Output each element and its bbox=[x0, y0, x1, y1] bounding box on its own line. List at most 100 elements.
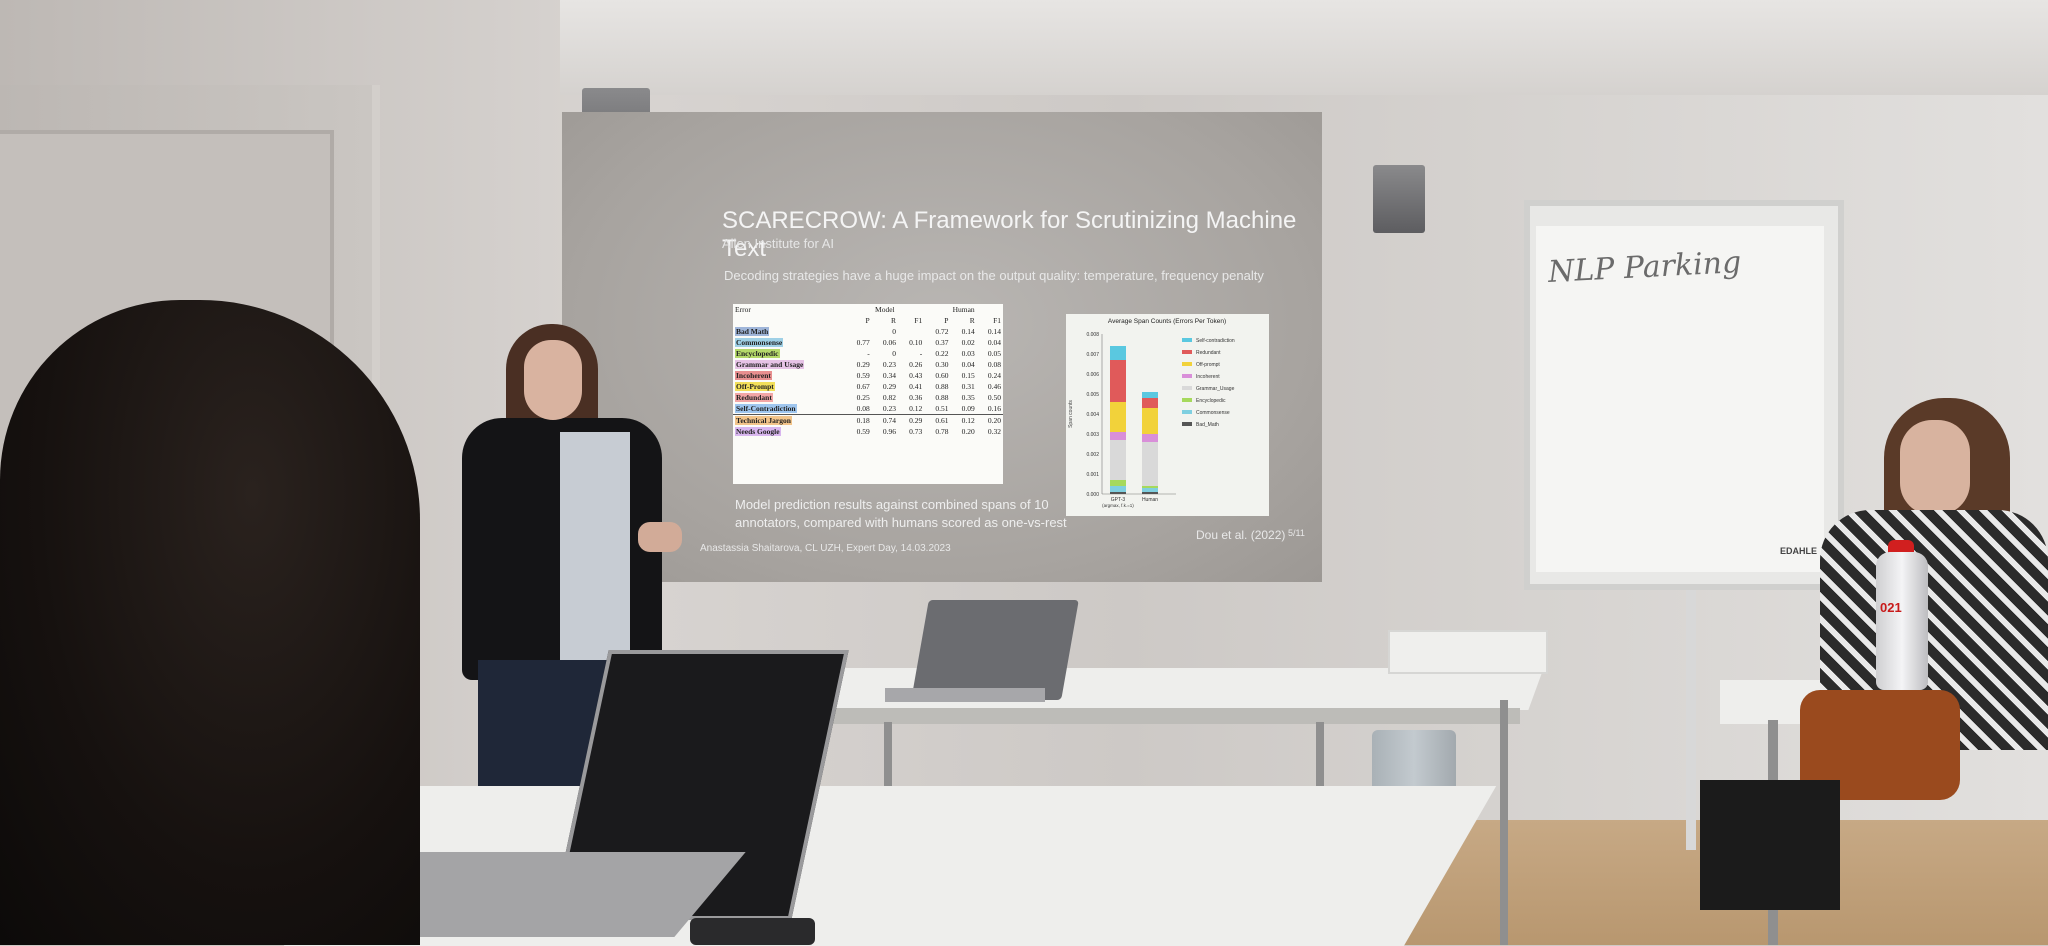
table-row: Off-Prompt 0.67 0.29 0.41 0.88 0.31 0.46 bbox=[733, 381, 1003, 392]
table-cell: 0.29 bbox=[909, 416, 923, 425]
table-cell: 0.14 bbox=[987, 327, 1001, 336]
chart-legend-swatch bbox=[1182, 398, 1192, 402]
chart-legend-label: Commonsense bbox=[1196, 410, 1230, 416]
flipchart-stand bbox=[1686, 590, 1696, 850]
table-row-label: Redundant bbox=[735, 393, 773, 402]
table-cell: 0.46 bbox=[987, 382, 1001, 391]
chart-bar-segment bbox=[1142, 392, 1158, 398]
table-cell: 0.04 bbox=[987, 338, 1001, 347]
chart-bar-segment bbox=[1142, 398, 1158, 408]
presenter-hand-with-glasses bbox=[638, 522, 682, 552]
table-row: Encyclopedic - 0 - 0.22 0.03 0.05 bbox=[733, 348, 1003, 359]
table-cell: - bbox=[867, 349, 870, 358]
chart-bar-segment bbox=[1110, 360, 1126, 402]
table-cell: 0.35 bbox=[961, 393, 975, 402]
table-row-label: Encyclopedic bbox=[735, 349, 780, 358]
slide-citation: Dou et al. (2022) bbox=[1196, 528, 1286, 542]
table-row-label: Technical Jargon bbox=[735, 416, 792, 425]
table-cell: 0.78 bbox=[935, 427, 949, 436]
chart-xtick-label: GPT-3 bbox=[1111, 497, 1126, 503]
table-row: Incoherent 0.59 0.34 0.43 0.60 0.15 0.24 bbox=[733, 370, 1003, 381]
chart-ylabel: Span counts bbox=[1068, 400, 1074, 428]
chart-bar-segment bbox=[1142, 442, 1158, 486]
table-cell: 0.10 bbox=[909, 338, 923, 347]
presenter-laptop bbox=[911, 600, 1079, 700]
table-cell: 0.43 bbox=[909, 371, 923, 380]
chart-bar-segment bbox=[1110, 346, 1126, 360]
table-cell: 0.37 bbox=[935, 338, 949, 347]
chart-legend-label: Self-contradiction bbox=[1196, 338, 1235, 344]
desk-leg bbox=[884, 722, 892, 788]
chart-xtick-label-sub: (argmax, f.k.=1) bbox=[1102, 503, 1134, 508]
chart-bar-segment bbox=[1142, 492, 1158, 494]
slide-subtitle: Decoding strategies have a huge impact o… bbox=[724, 268, 1264, 283]
chart-bar-segment bbox=[1110, 492, 1126, 494]
slide-institution: Allen Institute for AI bbox=[722, 236, 835, 251]
table-cell: 0.51 bbox=[935, 404, 949, 413]
slide-page-number: 5/11 bbox=[1288, 528, 1305, 538]
table-header-human: Human bbox=[952, 305, 975, 314]
table-row: Redundant 0.25 0.82 0.36 0.88 0.35 0.50 bbox=[733, 392, 1003, 403]
chart-bar-segment bbox=[1142, 408, 1158, 434]
table-cell: - bbox=[919, 349, 923, 358]
table-row: Technical Jargon 0.18 0.74 0.29 0.61 0.12 0.20 bbox=[733, 414, 1003, 427]
table-cell: 0.88 bbox=[935, 382, 949, 391]
table-cell: 0.36 bbox=[909, 393, 923, 402]
chart-legend-swatch bbox=[1182, 422, 1192, 426]
table-cell: 0.96 bbox=[882, 427, 896, 436]
table-cell: 0.08 bbox=[856, 404, 870, 413]
chart-ytick-label: 0.007 bbox=[1086, 352, 1099, 358]
chart-ytick-label: 0.008 bbox=[1086, 332, 1099, 338]
presenter-shirt bbox=[560, 432, 630, 660]
table-cell: 0.25 bbox=[856, 393, 870, 402]
table-cell: 0.20 bbox=[961, 427, 975, 436]
table-cell: 0.04 bbox=[961, 360, 975, 369]
table-cell: 0 bbox=[892, 349, 896, 358]
table-cell: 0.30 bbox=[935, 360, 949, 369]
table-cell: 0.60 bbox=[935, 371, 949, 380]
table-subheader-row: P R F1 P R F1 bbox=[733, 315, 1003, 326]
table-cell: 0.08 bbox=[987, 360, 1001, 369]
chart-ytick-label: 0.005 bbox=[1086, 392, 1099, 398]
table-cell: 0.06 bbox=[882, 338, 896, 347]
table-cell: 0.74 bbox=[882, 416, 896, 425]
chart-ytick-label: 0.003 bbox=[1086, 432, 1099, 438]
table-subheader: P bbox=[865, 316, 870, 325]
table-cell: 0.14 bbox=[961, 327, 975, 336]
chart-legend-swatch bbox=[1182, 374, 1192, 378]
water-bottle bbox=[1876, 552, 1928, 690]
table-header-error: Error bbox=[735, 305, 751, 314]
presenter-laptop-base bbox=[885, 688, 1045, 702]
table-cell: 0.41 bbox=[909, 382, 923, 391]
chart-legend-label: Redundant bbox=[1196, 350, 1221, 356]
chart-legend-swatch bbox=[1182, 386, 1192, 390]
chart-bar-segment bbox=[1142, 486, 1158, 488]
table-cell: 0.77 bbox=[856, 338, 870, 347]
table-cell: 0.29 bbox=[882, 382, 896, 391]
table-cell: 0.31 bbox=[961, 382, 975, 391]
chart-ytick-label: 0.002 bbox=[1086, 452, 1099, 458]
chart-legend-label: Off-prompt bbox=[1196, 362, 1220, 368]
table-subheader: R bbox=[969, 316, 975, 325]
chart-legend-swatch bbox=[1182, 338, 1192, 342]
slide-title: SCARECROW: A Framework for Scrutinizing … bbox=[722, 207, 1297, 262]
table-cell: 0.29 bbox=[856, 360, 870, 369]
chart-legend-swatch bbox=[1182, 410, 1192, 414]
table-cell: 0.15 bbox=[961, 371, 975, 380]
table-row-label: Bad Math bbox=[735, 327, 770, 336]
table-cell: 0.23 bbox=[882, 404, 896, 413]
table-cell: 0.59 bbox=[856, 371, 870, 380]
table-cell: 0.72 bbox=[935, 327, 949, 336]
bottle-label: 021 bbox=[1880, 600, 1902, 615]
table-row-label: Self-Contradiction bbox=[735, 404, 797, 413]
table-subheader: P bbox=[944, 316, 949, 325]
desk-leg bbox=[1500, 700, 1508, 945]
table-cell: 0.32 bbox=[987, 427, 1001, 436]
table-cell: 0.05 bbox=[987, 349, 1001, 358]
attendee-right-legs bbox=[1700, 780, 1840, 910]
table-cell: 0.22 bbox=[935, 349, 949, 358]
chart-ytick-label: 0.001 bbox=[1086, 472, 1099, 478]
table-cell: 0.02 bbox=[961, 338, 975, 347]
flipchart-brand: EDAHLE bbox=[1780, 546, 1818, 556]
chart-bar-segment bbox=[1142, 434, 1158, 442]
